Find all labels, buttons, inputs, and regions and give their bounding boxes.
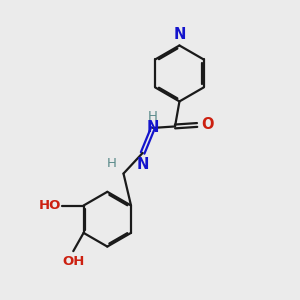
Text: OH: OH: [62, 255, 85, 268]
Text: N: N: [173, 27, 186, 42]
Text: H: H: [107, 157, 117, 170]
Text: N: N: [147, 120, 159, 135]
Text: HO: HO: [38, 199, 61, 212]
Text: N: N: [136, 158, 149, 172]
Text: H: H: [148, 110, 158, 123]
Text: O: O: [201, 118, 213, 133]
